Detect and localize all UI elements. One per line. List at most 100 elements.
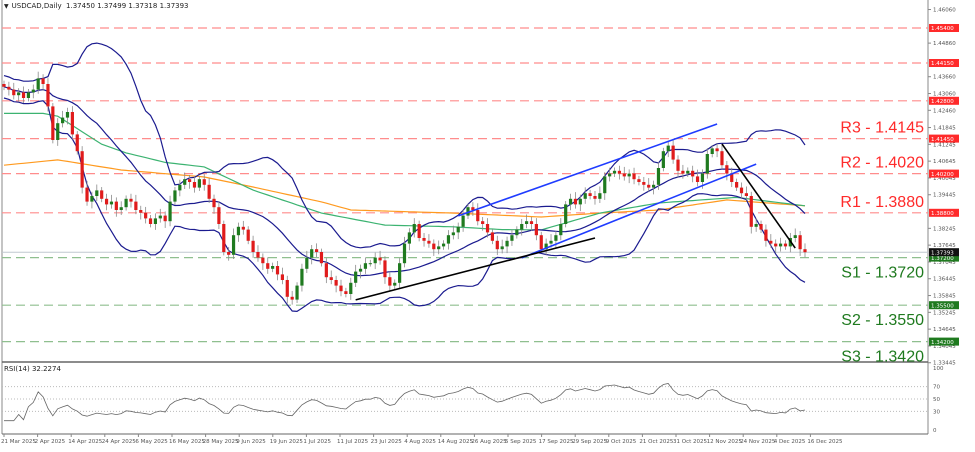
candle-up <box>412 224 416 233</box>
candle-down <box>471 207 475 210</box>
level-price-tag <box>929 169 959 178</box>
candle-up <box>656 168 661 185</box>
candle-up <box>158 215 162 219</box>
candle-up <box>407 232 411 244</box>
candle-down <box>617 170 622 174</box>
candle-up <box>56 123 60 140</box>
candle-down <box>378 257 382 261</box>
candle-down <box>573 198 578 205</box>
candle-up <box>612 170 617 174</box>
candle-up <box>90 196 94 202</box>
price-tick-label: 1.35845 <box>933 294 956 300</box>
candle-up <box>515 229 519 236</box>
candle-down <box>85 187 89 202</box>
date-tick-label: 5 Sep 2025 <box>505 439 537 445</box>
candle-down <box>21 92 26 98</box>
level-price-tag-label: 1.34200 <box>931 340 954 346</box>
candle-up <box>402 243 407 264</box>
candle-down <box>319 252 324 264</box>
candle-down <box>114 201 118 210</box>
candle-up <box>300 268 304 286</box>
date-tick-label: 26 Aug 2025 <box>471 439 507 445</box>
candle-up <box>368 263 372 265</box>
candle-down <box>730 173 734 182</box>
candle-down <box>212 198 216 208</box>
level-price-tag-label: 1.35500 <box>931 303 954 309</box>
candle-up <box>295 285 299 300</box>
candle-down <box>622 173 626 177</box>
candle-up <box>700 173 705 182</box>
candle-down <box>744 193 748 196</box>
candle-down <box>144 212 148 219</box>
candle-up <box>153 218 158 224</box>
date-tick-label: 2 Apr 2025 <box>35 439 66 445</box>
candle-up <box>466 207 470 216</box>
candle-up <box>178 184 182 191</box>
price-tick-label: 1.34645 <box>933 327 956 333</box>
price-tick-label: 1.43060 <box>933 92 956 98</box>
candle-up <box>505 240 509 247</box>
date-tick-label: 31 Oct 2025 <box>673 439 708 445</box>
current-price-tag <box>929 248 959 257</box>
candle-down <box>735 182 739 188</box>
rsi-label: RSI(14) 32.2274 <box>4 365 61 373</box>
date-tick-label: 11 Jul 2025 <box>337 439 369 445</box>
candle-up <box>598 193 602 199</box>
moving-average-fast <box>4 112 806 231</box>
level-label-resistance: R3 - 1.4145 <box>840 120 924 137</box>
candle-up <box>65 112 70 118</box>
candle-down <box>715 148 719 152</box>
candle-up <box>554 235 558 241</box>
level-label-support: S3 - 1.3420 <box>841 349 924 366</box>
candle-up <box>437 246 441 250</box>
collapse-triangle-icon[interactable]: ▼ <box>4 3 9 10</box>
candle-down <box>251 240 255 252</box>
price-tick-label: 1.40645 <box>933 159 956 165</box>
candle-up <box>510 235 514 241</box>
candle-down <box>769 240 773 244</box>
candle-up <box>525 221 529 224</box>
price-tick-label: 1.37645 <box>933 243 956 249</box>
rsi-tick-label: 0 <box>933 428 937 434</box>
candle-up <box>559 224 563 236</box>
level-price-tag <box>929 96 959 105</box>
candle-down <box>75 134 79 152</box>
candle-down <box>324 263 328 278</box>
bollinger-lower <box>3 97 806 313</box>
level-label-support: S2 - 1.3550 <box>841 312 924 329</box>
candle-down <box>427 240 431 244</box>
price-tick-label: 1.34045 <box>933 344 956 350</box>
candle-down <box>534 224 538 236</box>
candle-up <box>627 173 631 177</box>
price-tick-label: 1.41245 <box>933 142 956 148</box>
rsi-tick-label: 100 <box>933 366 944 372</box>
candle-up <box>666 145 670 152</box>
date-tick-label: 9 Oct 2025 <box>606 439 637 445</box>
candle-up <box>793 235 797 238</box>
rsi-tick-label: 70 <box>933 385 940 391</box>
candle-down <box>739 187 744 194</box>
trendline <box>355 237 596 301</box>
candle-up <box>661 151 665 168</box>
candle-down <box>671 145 675 160</box>
level-price-tag <box>929 301 959 310</box>
candle-up <box>183 179 187 185</box>
candle-up <box>441 243 446 247</box>
date-tick-label: 1 Jul 2025 <box>303 439 331 445</box>
candle-down <box>417 224 421 238</box>
candle-up <box>705 154 709 174</box>
level-price-tag <box>929 134 959 143</box>
candle-up <box>754 224 758 227</box>
date-tick-label: 14 Aug 2025 <box>438 439 474 445</box>
rsi-tick-label: 50 <box>933 397 940 403</box>
candle-up <box>305 257 309 269</box>
price-tick-label: 1.33445 <box>933 361 956 367</box>
candle-down <box>388 277 392 286</box>
candle-up <box>446 235 451 244</box>
candle-up <box>349 282 353 294</box>
date-tick-label: 17 Sep 2025 <box>539 439 574 445</box>
candle-up <box>686 170 690 174</box>
bollinger-upper <box>3 42 806 249</box>
candle-down <box>187 179 192 182</box>
